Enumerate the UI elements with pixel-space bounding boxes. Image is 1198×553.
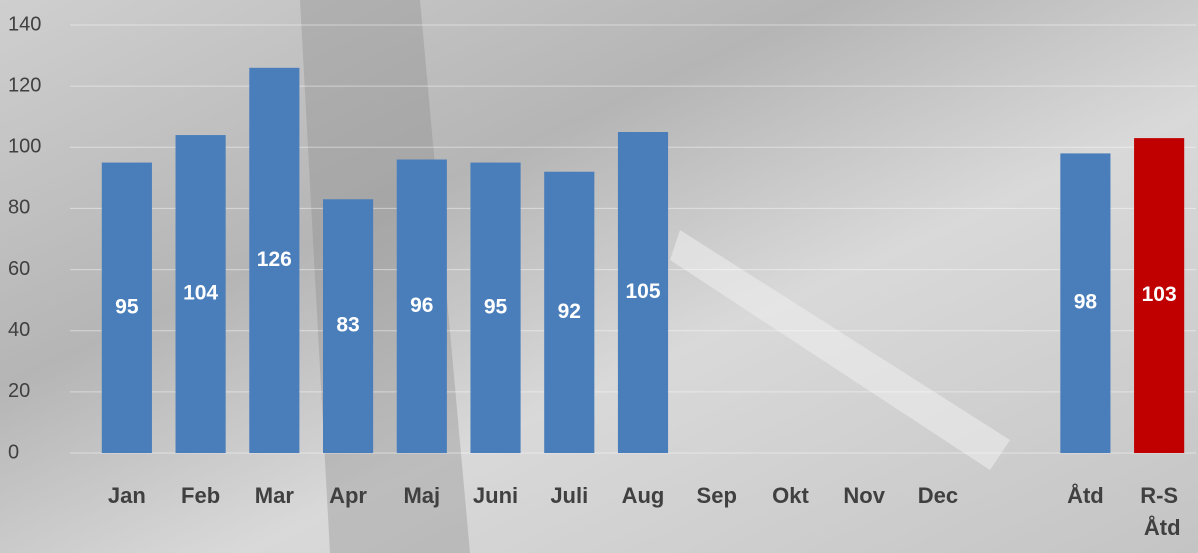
value-label: 96	[410, 294, 433, 317]
value-label: 95	[115, 295, 139, 318]
x-tick-label: Apr	[329, 483, 367, 508]
y-tick-label: 120	[8, 74, 41, 96]
chart: 0 20 40 60 80 100 120 140 Jan 95 Feb 104 Mar 126 Apr 83…	[0, 0, 1198, 553]
y-tick-label: 140	[8, 13, 41, 35]
y-tick-label: 100	[8, 136, 41, 158]
value-label: 92	[558, 300, 581, 323]
value-label: 126	[257, 248, 292, 271]
value-label: 83	[336, 314, 359, 337]
x-tick-label: Maj	[403, 483, 440, 508]
x-tick-label: Dec	[918, 483, 958, 508]
x-tick-label: Sep	[697, 483, 737, 508]
x-tick-label: Feb	[181, 483, 220, 508]
x-tick-label: Åtd	[1067, 482, 1104, 508]
y-tick-label: 60	[8, 258, 30, 280]
value-label: 105	[625, 280, 660, 303]
y-tick-label: 40	[8, 319, 30, 341]
value-label: 98	[1074, 291, 1098, 314]
x-tick-label: Mar	[255, 483, 295, 508]
x-tick-label: Aug	[622, 483, 665, 508]
value-label: 95	[484, 295, 508, 318]
y-tick-label: 20	[8, 380, 30, 402]
y-tick-label: 0	[8, 441, 19, 463]
x-tick-label: Nov	[843, 483, 885, 508]
value-label: 103	[1142, 283, 1177, 306]
y-tick-label: 80	[8, 197, 30, 219]
value-label: 104	[183, 282, 218, 305]
x-tick-label: Jan	[108, 483, 146, 508]
x-tick-label: Okt	[772, 483, 809, 508]
x-tick-label: Juli	[550, 483, 588, 508]
x-tick-label: Juni	[473, 483, 518, 508]
